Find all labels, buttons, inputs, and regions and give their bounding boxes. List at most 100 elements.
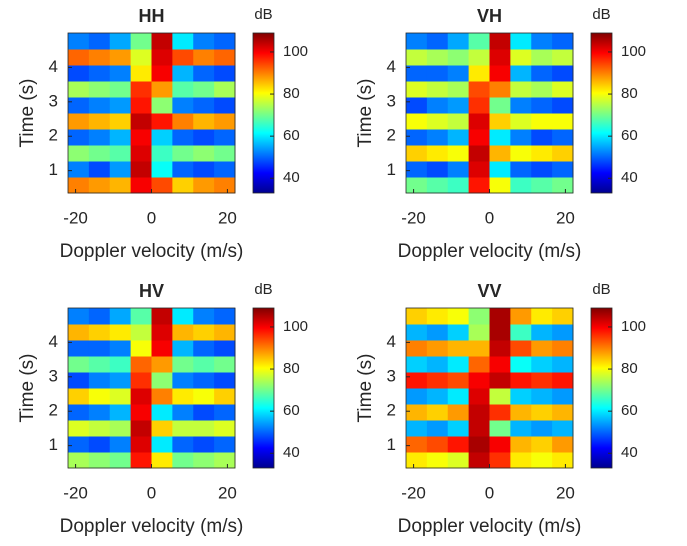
heat-cell xyxy=(193,65,215,82)
heat-cell xyxy=(151,308,173,325)
heat-cell xyxy=(193,129,215,146)
y-tick-label: 1 xyxy=(387,160,396,179)
y-axis-label: Time (s) xyxy=(355,79,376,148)
heat-cell xyxy=(552,388,574,405)
heat-cell xyxy=(426,308,449,325)
colorbar-label: dB xyxy=(254,281,272,298)
heat-cell xyxy=(172,129,194,146)
y-tick-label: 4 xyxy=(49,57,58,76)
heat-cell xyxy=(109,33,132,50)
heat-cell xyxy=(68,308,90,325)
heat-cell xyxy=(447,113,470,130)
heat-cell xyxy=(214,420,236,437)
heat-cell xyxy=(193,97,215,114)
heat-cell xyxy=(426,404,449,421)
heat-cell xyxy=(68,356,90,373)
heat-cell xyxy=(552,436,574,453)
heat-cell xyxy=(88,161,111,178)
heat-cell xyxy=(68,81,90,98)
heat-cell xyxy=(510,33,532,50)
heat-cell xyxy=(406,33,428,50)
heat-cell xyxy=(447,324,470,341)
heat-cell xyxy=(552,356,574,373)
heat-cell xyxy=(193,308,215,325)
heat-cell xyxy=(88,129,111,146)
heat-cell xyxy=(447,372,470,389)
heat-cell xyxy=(406,388,428,405)
heat-cell xyxy=(172,65,194,82)
heat-cell xyxy=(489,177,511,194)
heat-cell xyxy=(406,177,428,194)
heat-cell xyxy=(489,33,511,50)
heat-cell xyxy=(172,177,194,194)
heat-cell xyxy=(406,404,428,421)
heat-cell xyxy=(426,65,449,82)
heat-cell xyxy=(447,65,470,82)
heat-cell xyxy=(130,404,152,421)
colorbar-tick-label: 60 xyxy=(283,402,300,419)
heat-cell xyxy=(214,340,236,357)
heat-cell xyxy=(447,356,470,373)
heat-cell xyxy=(447,420,470,437)
heat-cell xyxy=(447,161,470,178)
heat-cell xyxy=(130,388,152,405)
heat-cell xyxy=(510,404,532,421)
heat-cell xyxy=(447,404,470,421)
heat-cell xyxy=(151,340,173,357)
heat-cell xyxy=(214,372,236,389)
y-tick-label: 2 xyxy=(387,401,396,420)
y-tick-label: 2 xyxy=(49,126,58,145)
heat-cell xyxy=(510,436,532,453)
heat-cell xyxy=(552,177,574,194)
heat-cell xyxy=(88,97,111,114)
panel-title: VV xyxy=(477,281,501,301)
colorbar-label: dB xyxy=(592,6,610,23)
panel: -20 0 20 1 2 3 4 HH Doppler velocity (m/s) Time (… xyxy=(17,6,308,262)
heat-cell xyxy=(214,452,236,469)
heat-cell xyxy=(68,452,90,469)
heat-cell xyxy=(468,356,490,373)
heat-cell xyxy=(68,388,90,405)
heat-cell xyxy=(552,97,574,114)
heat-cell xyxy=(109,372,132,389)
panel: -20 0 20 1 2 3 4 VH Doppler velocity (m/s) Time (… xyxy=(355,6,646,262)
heat-cell xyxy=(489,81,511,98)
colorbar-label: dB xyxy=(592,281,610,298)
heat-cell xyxy=(151,161,173,178)
heat-cell xyxy=(130,436,152,453)
y-tick-label: 3 xyxy=(387,366,396,385)
heat-cell xyxy=(426,145,449,162)
heat-cell xyxy=(531,65,553,82)
heat-cell xyxy=(552,404,574,421)
heat-cell xyxy=(510,65,532,82)
heat-cell xyxy=(406,113,428,130)
heat-cell xyxy=(68,49,90,66)
heat-cell xyxy=(447,177,470,194)
heat-cell xyxy=(406,308,428,325)
heat-cell xyxy=(552,372,574,389)
heat-cell xyxy=(468,113,490,130)
heat-cell xyxy=(552,161,574,178)
heat-cell xyxy=(88,388,111,405)
heat-cell xyxy=(172,452,194,469)
heat-cell xyxy=(531,145,553,162)
heat-cell xyxy=(214,129,236,146)
heat-cell xyxy=(130,65,152,82)
x-tick-label: 0 xyxy=(485,208,494,227)
heat-cell xyxy=(109,65,132,82)
heat-cell xyxy=(109,161,132,178)
heat-cell xyxy=(130,113,152,130)
heat-cell xyxy=(426,97,449,114)
heat-cell xyxy=(88,340,111,357)
colorbar-tick-label: 100 xyxy=(283,318,308,335)
colorbar-tick-label: 40 xyxy=(621,169,638,186)
heat-cell xyxy=(88,356,111,373)
heat-cell xyxy=(109,177,132,194)
heat-cell xyxy=(151,97,173,114)
heat-cell xyxy=(447,33,470,50)
heat-cell xyxy=(552,340,574,357)
heat-cell xyxy=(109,129,132,146)
heat-cell xyxy=(531,372,553,389)
heat-cell xyxy=(426,177,449,194)
